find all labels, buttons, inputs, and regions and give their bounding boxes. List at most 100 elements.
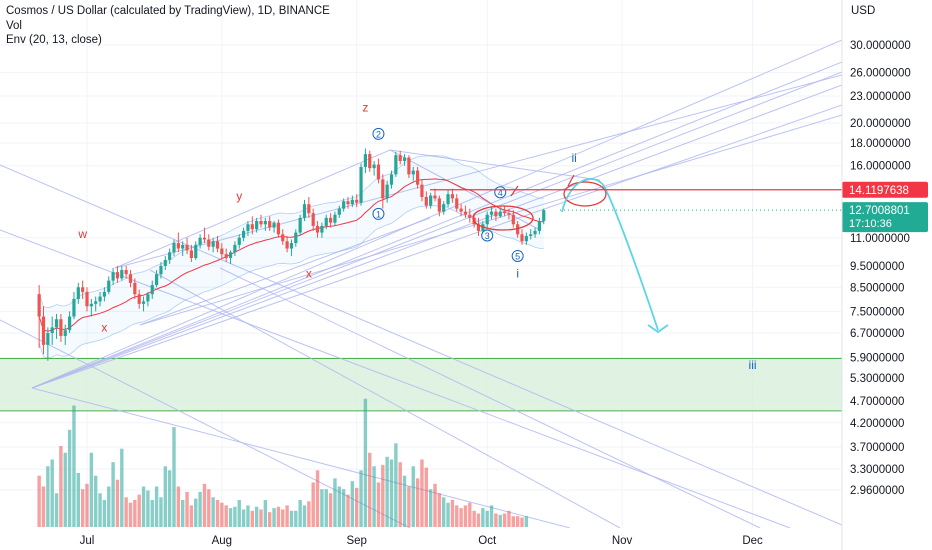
volume-bar <box>259 509 263 527</box>
price-axis[interactable]: USD 30.0000000 26.0000000 23.0000000 20.0000… <box>841 0 911 550</box>
candle-body <box>76 287 80 299</box>
wave-label[interactable]: y <box>236 189 242 203</box>
candle-body <box>63 330 67 336</box>
volume-bar <box>337 486 341 527</box>
volume-bar <box>241 509 246 527</box>
volume-bar <box>46 466 50 527</box>
channel-line[interactable] <box>219 267 761 528</box>
wave-label[interactable]: 1 <box>372 207 385 220</box>
volume-bar <box>341 489 346 527</box>
candle-body <box>533 230 537 235</box>
volume-bar <box>407 486 411 527</box>
volume-bar <box>389 459 394 527</box>
wave-label[interactable]: ii <box>572 151 577 165</box>
candle-body <box>372 164 376 169</box>
target-highlight-ellipse[interactable] <box>563 181 607 207</box>
candle-body <box>255 221 259 230</box>
candle-body <box>363 154 367 167</box>
candlesticks <box>37 148 546 361</box>
candle-body <box>368 154 372 169</box>
wave-label-text: 1 <box>376 209 381 219</box>
volume-bar <box>63 452 67 527</box>
volume-bar <box>420 459 424 527</box>
volume-bar <box>298 500 302 527</box>
candle-body <box>429 195 433 206</box>
candle-body <box>389 174 394 185</box>
channel-line[interactable] <box>114 149 391 269</box>
volume-bar <box>37 475 41 527</box>
envelope-indicator-label[interactable]: Env (20, 13, close) <box>6 34 102 46</box>
volume-bar <box>302 505 307 527</box>
annotation-tick-marks <box>510 174 575 197</box>
candle-body <box>133 282 137 295</box>
price-tick-label: 11.0000000 <box>850 233 910 245</box>
candle-body <box>107 280 111 292</box>
candle-body <box>520 234 524 242</box>
volume-bar <box>120 448 124 527</box>
channel-line[interactable] <box>139 114 842 326</box>
trend-channel-lines[interactable] <box>0 39 842 528</box>
wave-label[interactable]: x <box>306 266 312 280</box>
candle-body <box>294 232 298 244</box>
volume-bar <box>198 491 202 527</box>
volume-bar <box>311 482 315 527</box>
wave-label[interactable]: 4 <box>494 186 507 199</box>
wave-label[interactable]: w <box>77 227 87 241</box>
candle-body <box>102 291 106 297</box>
wave-label[interactable]: 5 <box>511 249 524 262</box>
wave-label[interactable]: i <box>516 266 519 280</box>
volume-bar <box>328 493 333 527</box>
candle-body <box>81 287 85 292</box>
volume-bars <box>37 398 529 527</box>
channel-line[interactable] <box>389 149 601 181</box>
volume-bar <box>163 466 167 527</box>
volume-bar <box>355 487 359 527</box>
candle-body <box>433 195 437 199</box>
candle-body <box>276 222 280 235</box>
channel-line[interactable] <box>31 61 842 389</box>
wave-label[interactable]: 3 <box>481 229 494 242</box>
volume-bar <box>415 478 420 527</box>
volume-bar <box>128 502 133 527</box>
channel-line[interactable] <box>31 71 842 389</box>
wave-label-text: 3 <box>485 231 490 241</box>
volume-bar <box>72 405 76 527</box>
channel-line[interactable] <box>149 269 621 528</box>
channel-line[interactable] <box>31 387 571 528</box>
wave-label[interactable]: z <box>362 101 368 115</box>
candle-body <box>376 164 381 180</box>
volume-bar <box>307 501 311 527</box>
candle-body <box>455 198 459 209</box>
wave-label-text: iii <box>749 358 757 372</box>
channel-line[interactable] <box>139 217 431 326</box>
wave-label[interactable]: x <box>101 321 107 335</box>
volume-bar <box>172 427 176 527</box>
candle-body <box>94 301 98 304</box>
channel-line[interactable] <box>31 104 842 389</box>
volume-bar <box>89 452 94 527</box>
volume-bar <box>185 491 189 527</box>
volume-indicator-label[interactable]: Vol <box>6 19 22 32</box>
volume-bar <box>489 505 494 527</box>
candle-body <box>498 211 502 217</box>
volume-bar <box>176 486 181 527</box>
volume-bar <box>424 467 428 527</box>
candle-body <box>85 291 89 307</box>
time-axis[interactable]: Jul Aug Sep Oct Nov Dec <box>80 535 763 547</box>
volume-bar <box>437 493 442 527</box>
candle-body <box>37 294 41 317</box>
channel-line[interactable] <box>0 164 842 526</box>
wave-4-highlight-ellipse[interactable] <box>472 205 534 231</box>
symbol-title[interactable]: Cosmos / US Dollar (calculated by Tradin… <box>6 5 330 17</box>
channel-line[interactable] <box>31 39 842 389</box>
candle-body <box>311 213 315 226</box>
wave-label[interactable]: iii <box>749 358 757 372</box>
projected-path-arrow[interactable] <box>561 178 659 331</box>
wave-label-text: ii <box>572 151 577 165</box>
volume-bar <box>41 486 46 527</box>
volume-bar <box>102 500 107 527</box>
wave-label[interactable]: 2 <box>372 127 385 140</box>
